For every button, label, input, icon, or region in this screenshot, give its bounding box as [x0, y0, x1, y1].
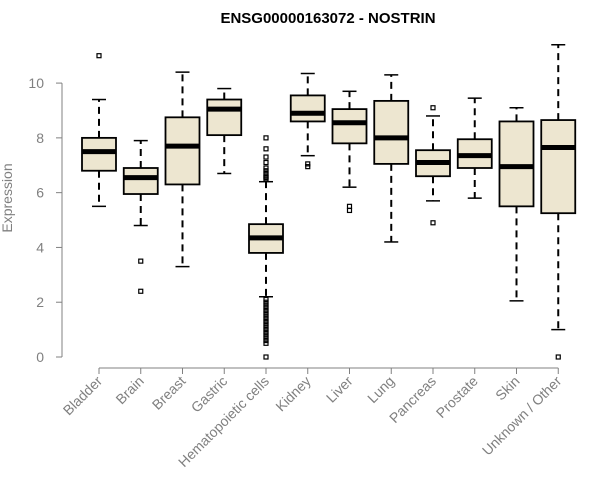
outlier-point — [263, 335, 269, 341]
x-tick-label: Breast — [149, 373, 189, 413]
outlier-point — [263, 154, 269, 160]
y-tick-label: 8 — [36, 130, 44, 146]
iqr-box — [373, 99, 410, 165]
outlier-point — [263, 296, 269, 303]
x-tick-label: Bladder — [60, 373, 106, 419]
outlier-point — [263, 135, 269, 141]
outlier-point — [305, 164, 311, 170]
box-skin — [498, 106, 535, 302]
x-tick-label: Lung — [364, 373, 397, 406]
outlier-point — [263, 327, 269, 333]
box-liver — [331, 90, 368, 214]
box-pancreas — [415, 105, 451, 226]
outlier-point — [138, 288, 144, 294]
outlier-point — [263, 299, 269, 305]
outlier-point — [263, 170, 269, 177]
chart-title: ENSG00000163072 - NOSTRIN — [220, 10, 435, 27]
box-brain — [122, 139, 159, 294]
outlier-point — [263, 316, 269, 322]
x-tick-label: Brain — [112, 373, 146, 407]
outlier-point — [263, 173, 269, 179]
y-axis-label: Expression — [0, 163, 15, 232]
outlier-point — [263, 305, 269, 311]
outlier-point — [263, 176, 269, 182]
outlier-point — [263, 321, 269, 327]
y-tick-label: 0 — [36, 349, 44, 365]
outlier-point — [263, 324, 269, 330]
x-tick-label: Skin — [492, 373, 523, 404]
box-breast — [164, 71, 201, 268]
outlier-point — [263, 354, 269, 360]
iqr-box — [498, 120, 535, 208]
x-tick-label: Unknown / Other — [479, 373, 565, 459]
box-hematopoietic-cells — [248, 135, 284, 360]
outlier-point — [305, 161, 311, 167]
outlier-point — [263, 313, 269, 319]
outlier-point — [346, 203, 353, 209]
box-bladder — [81, 53, 117, 208]
x-tick-label: Prostate — [433, 373, 481, 421]
box-prostate — [456, 97, 493, 199]
y-tick-label: 10 — [28, 75, 44, 91]
x-tick-label: Liver — [323, 373, 356, 406]
y-tick-label: 4 — [36, 239, 44, 255]
box-kidney — [289, 72, 326, 170]
outlier-point — [138, 258, 144, 264]
outlier-point — [263, 168, 269, 174]
outlier-point — [263, 307, 269, 314]
box-gastric — [206, 87, 243, 175]
outlier-point — [96, 53, 102, 59]
outlier-point — [263, 310, 269, 316]
outlier-point — [263, 340, 269, 346]
y-tick-label: 6 — [36, 185, 44, 201]
box-lung — [373, 74, 410, 243]
outlier-point — [263, 165, 269, 171]
outlier-point — [346, 207, 353, 214]
outlier-point — [263, 174, 269, 181]
outlier-point — [263, 159, 269, 166]
boxes — [81, 43, 577, 360]
iqr-box — [331, 108, 368, 145]
iqr-box — [81, 136, 117, 172]
iqr-box — [164, 116, 201, 186]
iqr-box — [289, 94, 326, 123]
outlier-point — [263, 332, 269, 338]
box-unknown-other — [540, 43, 577, 360]
outlier-point — [263, 329, 269, 335]
outlier-point — [263, 146, 269, 152]
iqr-box — [122, 167, 159, 195]
outlier-point — [430, 105, 436, 111]
outlier-point — [263, 302, 269, 308]
iqr-box — [206, 98, 243, 137]
outlier-point — [555, 354, 561, 360]
outlier-point — [430, 220, 436, 226]
outlier-point — [263, 318, 269, 324]
outlier-point — [263, 337, 269, 344]
x-tick-label: Kidney — [272, 373, 314, 415]
iqr-box — [540, 119, 577, 215]
y-tick-label: 2 — [36, 294, 44, 310]
